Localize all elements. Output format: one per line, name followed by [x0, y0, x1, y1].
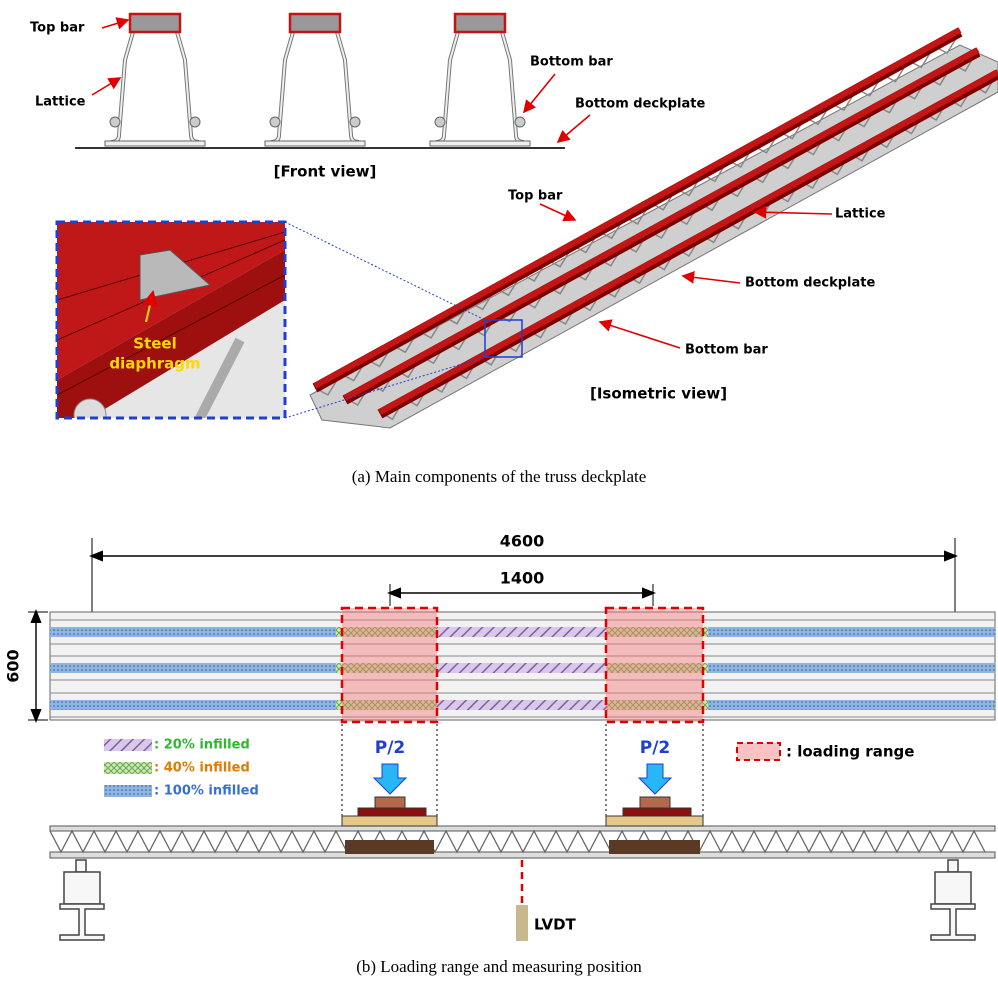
- legend-swatch: [104, 762, 152, 774]
- load-arrow: [374, 764, 406, 794]
- bottom-bar: [350, 117, 360, 127]
- dimension-label: 4600: [500, 532, 545, 551]
- infill-20: [437, 700, 607, 710]
- label: Top bar: [508, 189, 563, 204]
- detail-box: [57, 222, 285, 431]
- top-bar: [290, 14, 340, 32]
- label: Bottom bar: [530, 55, 613, 70]
- dimension-label: 1400: [500, 569, 545, 588]
- elevation-view: [50, 826, 995, 858]
- infill-100: [708, 663, 995, 673]
- arrow: [540, 204, 575, 220]
- bottom-bar: [110, 117, 120, 127]
- bottom-bar: [270, 117, 280, 127]
- legend-label: : 100% infilled: [154, 784, 259, 799]
- caption: (a) Main components of the truss deckpla…: [352, 467, 647, 486]
- lattice: [436, 32, 524, 142]
- bottom-bar: [435, 117, 445, 127]
- deck-rib: [430, 141, 530, 146]
- legend-swatch: [104, 785, 152, 797]
- label: Lattice: [35, 95, 86, 110]
- infill-100: [708, 700, 995, 710]
- arrow: [92, 78, 120, 95]
- front-view: [75, 14, 565, 148]
- loading-range: [606, 608, 703, 722]
- infill-100: [708, 627, 995, 637]
- view-title: [Isometric view]: [590, 385, 727, 403]
- lattice: [111, 32, 199, 142]
- label: Bottom deckplate: [575, 97, 705, 112]
- lattice: [50, 831, 985, 852]
- arrow: [558, 115, 590, 142]
- load-label: P/2: [640, 738, 671, 758]
- bottom-bar: [190, 117, 200, 127]
- lvdt: [516, 905, 528, 941]
- legend-swatch: [737, 743, 780, 760]
- view-title: [Front view]: [274, 163, 377, 181]
- isometric-view: [285, 30, 998, 428]
- label: Top bar: [30, 21, 85, 36]
- load-arrow: [639, 764, 671, 794]
- legend-label: : loading range: [786, 743, 914, 761]
- deck-rib: [105, 141, 205, 146]
- arrow: [102, 20, 128, 28]
- load-label: P/2: [375, 738, 406, 758]
- label: Bottom deckplate: [745, 276, 875, 291]
- infill-100: [50, 627, 340, 637]
- top-chord: [50, 826, 995, 831]
- legend-swatch: [104, 739, 152, 751]
- lattice: [271, 32, 359, 142]
- plan-view: [50, 612, 995, 720]
- arrow: [524, 74, 555, 112]
- figure: Top bar Lattice Bottom bar Bottom deckpl…: [0, 0, 998, 985]
- dimension-label: 600: [4, 649, 23, 682]
- infill-100: [50, 663, 340, 673]
- legend-label: : 40% infilled: [154, 761, 250, 776]
- loading-range: [342, 608, 437, 722]
- detail-label: Steel: [133, 335, 176, 353]
- sensor-label: LVDT: [534, 916, 577, 934]
- label: Bottom bar: [685, 343, 768, 358]
- top-bar: [455, 14, 505, 32]
- arrow: [600, 322, 680, 348]
- bottom-bar: [515, 117, 525, 127]
- label: Lattice: [835, 207, 886, 222]
- infill-20: [437, 663, 607, 673]
- caption: (b) Loading range and measuring position: [356, 957, 642, 976]
- arrow: [683, 276, 740, 283]
- legend-label: : 20% infilled: [154, 738, 250, 753]
- detail-label: diaphragm: [109, 355, 200, 373]
- infill-20: [437, 627, 607, 637]
- deck-rib: [265, 141, 365, 146]
- infill-100: [50, 700, 340, 710]
- leader: [285, 222, 485, 320]
- top-bar: [130, 14, 180, 32]
